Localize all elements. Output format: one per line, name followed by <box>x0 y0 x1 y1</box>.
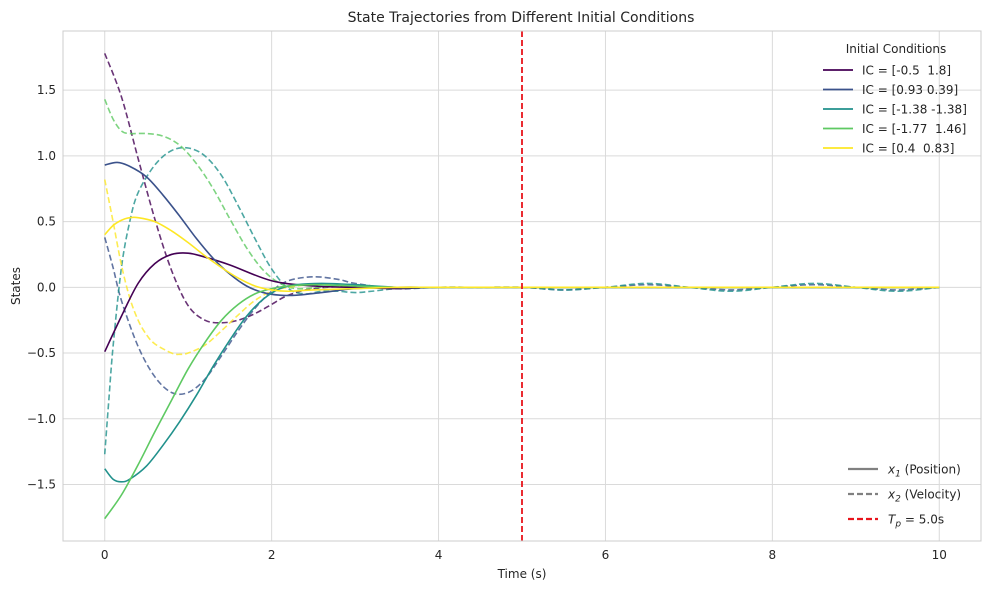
legend-style-subscript: 1 <box>895 470 901 480</box>
legend-ic-label: IC = [-1.77 1.46] <box>862 122 966 136</box>
legend-style-symbol: x <box>887 488 896 502</box>
y-tick-label: 0.5 <box>37 215 56 229</box>
x-tick-label: 4 <box>435 548 443 562</box>
legend-ic-label: IC = [-0.5 1.8] <box>862 64 951 78</box>
legend-ic-title: Initial Conditions <box>846 42 947 56</box>
x-tick-label: 10 <box>932 548 947 562</box>
x-tick-label: 0 <box>101 548 109 562</box>
legend-style-label: x2 (Velocity) <box>887 488 961 505</box>
x-tick-label: 6 <box>602 548 610 562</box>
plot-frame <box>62 30 982 542</box>
legend-style-symbol: T <box>888 513 897 527</box>
legend-style-subscript: p <box>894 520 901 530</box>
legend-style-symbol: x <box>887 463 896 477</box>
series-line-x1 <box>104 216 940 293</box>
tick-labels: 0 2 4 6 8 10 −1.5 −1.0 −0.5 0.0 0.5 1.0 1.5 <box>27 83 947 562</box>
legend-style-text: (Velocity) <box>901 488 961 502</box>
y-tick-label: 1.5 <box>37 83 56 97</box>
legend-line-styles: x1 (Position)x2 (Velocity)Tp = 5.0s <box>848 463 961 530</box>
series-lines <box>103 53 940 520</box>
y-tick-label: −1.5 <box>27 477 56 491</box>
legend-ic-label: IC = [0.93 0.39] <box>862 83 958 97</box>
y-axis-label: States <box>9 267 23 305</box>
legend-style-label: x1 (Position) <box>887 463 961 480</box>
legend-style-text: (Position) <box>901 463 961 477</box>
y-tick-label: 1.0 <box>37 149 56 163</box>
x-axis-label: Time (s) <box>497 567 547 581</box>
legend-style-label: Tp = 5.0s <box>888 513 944 530</box>
y-tick-label: −1.0 <box>27 412 56 426</box>
series-line-x2 <box>103 237 940 396</box>
y-tick-label: −0.5 <box>27 346 56 360</box>
x-tick-label: 8 <box>769 548 777 562</box>
y-tick-label: 0.0 <box>37 280 56 294</box>
legend-ic-label: IC = [0.4 0.83] <box>862 142 954 156</box>
legend-initial-conditions: Initial Conditions IC = [-0.5 1.8] IC = [… <box>823 42 967 156</box>
chart-title: State Trajectories from Different Initia… <box>348 10 695 26</box>
legend-style-text: = 5.0s <box>901 513 944 527</box>
legend-style-subscript: 2 <box>895 495 901 505</box>
x-tick-label: 2 <box>268 548 276 562</box>
legend-ic-label: IC = [-1.38 -1.38] <box>862 103 967 117</box>
